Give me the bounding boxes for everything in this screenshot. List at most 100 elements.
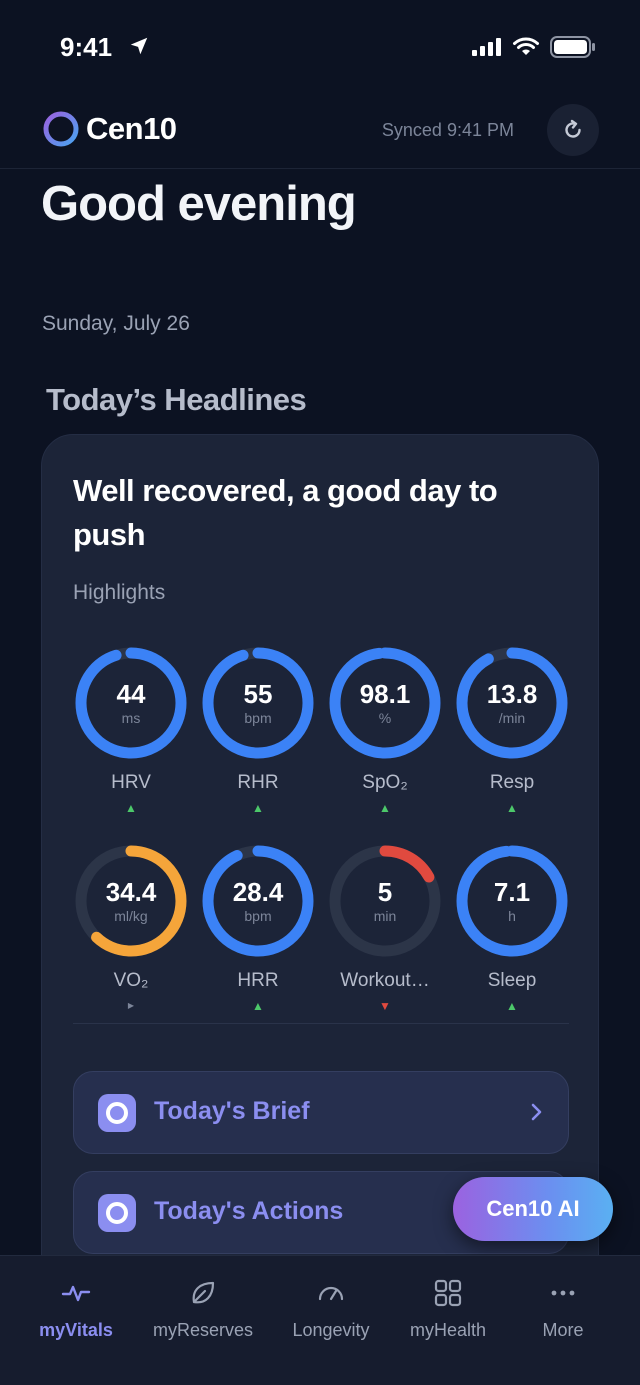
metric-label: HRV [111,772,151,793]
tab-more[interactable]: More [499,1256,627,1356]
date-label: Sunday, July 26 [42,312,190,335]
ring-progress [329,647,441,759]
trend-flat-icon: ▶ [127,1001,135,1010]
metric-label: VO₂ [113,970,149,991]
tab-myhealth[interactable]: myHealth [384,1256,512,1356]
cen10-ai-button[interactable]: Cen10 AI [453,1177,613,1241]
sync-status: Synced 9:41 PM [382,120,514,141]
metric-label: Workout… [340,970,430,991]
metric-unit: bpm [244,908,272,924]
battery-icon [550,36,595,58]
app-logo: Cen10 [42,110,177,148]
trend-up-icon: ▲ [379,801,391,815]
metric-ring [202,647,314,759]
trend-up-icon: ▲ [252,801,264,815]
metric-value: 55 [243,679,273,709]
app-header: Cen10 Synced 9:41 PM [0,96,640,169]
metric-unit: ms [121,710,141,726]
trend-up-icon: ▲ [506,999,518,1013]
metric-ring [75,845,187,957]
synced-time: 9:41 PM [446,120,514,140]
tab-label: myVitals [39,1320,113,1340]
metric-label: HRR [237,970,279,991]
tab-label: myHealth [409,1320,487,1340]
ring-progress [456,845,568,957]
metric-ring [75,647,187,759]
metric-unit: % [378,710,392,726]
leaf-icon [192,1281,215,1304]
wifi-icon [513,37,539,55]
metric-unit: h [508,908,516,924]
todays-actions-label: Today's Actions [154,1197,344,1225]
refresh-icon [565,119,581,138]
trend-up-icon: ▲ [506,801,518,815]
actions-logo-icon [98,1194,136,1232]
metric-rhr[interactable]: 55 bpm RHR ▲ [200,647,320,827]
tab-bar: myVitals myReserves Longevity myHealth M… [0,1255,640,1385]
metric-value: 44 [116,679,146,709]
metric-spo[interactable]: 98.1% SpO₂ ▲ [327,647,447,827]
tab-label: More [542,1320,584,1340]
tab-label: Longevity [292,1320,370,1340]
metric-ring [456,845,568,957]
refresh-button[interactable] [547,104,599,156]
metric-value: 13.8 [486,679,538,709]
metric-unit: bpm [244,710,272,726]
gauge-icon [318,1286,344,1301]
trend-down-icon: ▼ [379,999,391,1013]
headlines-card: Well recovered, a good day to push Highl… [41,434,599,1304]
signal-icon [472,38,501,56]
metric-ring [456,647,568,759]
ring-progress [202,845,314,957]
ring-progress [329,845,441,957]
more-icon [551,1290,575,1296]
todays-brief-label: Today's Brief [154,1097,310,1125]
ring-progress [75,647,187,759]
location-arrow-icon [130,37,148,55]
status-icons [472,36,596,58]
status-bar: 9:41 [0,0,640,96]
metric-label: SpO₂ [362,772,408,793]
metric-value: 7.1 [493,877,531,907]
metric-unit: /min [498,710,526,726]
divider [73,1023,569,1024]
metric-value: 5 [377,877,393,907]
grid-icon [434,1279,462,1307]
tab-myvitals[interactable]: myVitals [12,1256,140,1356]
metric-unit: min [373,908,397,924]
ring-progress [202,647,314,759]
metric-hrr[interactable]: 28.4 bpm HRR ▲ [200,845,320,1025]
brief-logo-icon [98,1094,136,1132]
highlights-label: Highlights [73,581,166,604]
metric-value: 98.1 [359,679,411,709]
metric-hrv[interactable]: 44 ms HRV ▲ [73,647,193,827]
card-headline: Well recovered, a good day to push [73,473,498,552]
app-name: Cen10 [86,111,177,146]
metric-ring [329,647,441,759]
metric-label: Sleep [487,970,537,991]
metric-value: 34.4 [105,877,157,907]
metric-ring [202,845,314,957]
metric-vo[interactable]: 34.4 ml/kg VO₂ ▶ [73,845,193,1025]
synced-label: Synced [381,120,442,140]
trend-up-icon: ▲ [252,999,264,1013]
tab-label: myReserves [152,1320,254,1340]
status-time: 9:41 [60,32,113,62]
ring-progress [456,647,568,759]
metric-resp[interactable]: 13.8/min Resp ▲ [454,647,574,827]
metric-value: 28.4 [232,877,284,907]
metric-sleep[interactable]: 7.1 h Sleep ▲ [454,845,574,1025]
pulse-icon [61,1285,91,1302]
section-title: Today’s Headlines [46,382,307,417]
todays-brief-button[interactable]: Today's Brief [73,1071,569,1154]
ring-progress [75,845,187,957]
trend-up-icon: ▲ [125,801,137,815]
metric-label: RHR [237,772,279,793]
metric-workout[interactable]: 5 min Workout… ▼ [327,845,447,1025]
chevron-right-icon [531,1103,542,1121]
logo-ring-icon [43,111,79,147]
tab-myreserves[interactable]: myReserves [139,1256,267,1356]
greeting-title: Good evening [41,177,357,231]
tab-longevity[interactable]: Longevity [267,1256,395,1356]
metric-ring [329,845,441,957]
